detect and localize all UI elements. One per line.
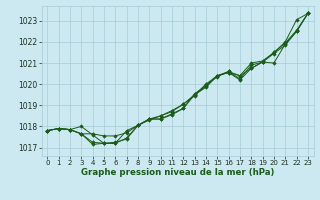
X-axis label: Graphe pression niveau de la mer (hPa): Graphe pression niveau de la mer (hPa) [81,168,274,177]
